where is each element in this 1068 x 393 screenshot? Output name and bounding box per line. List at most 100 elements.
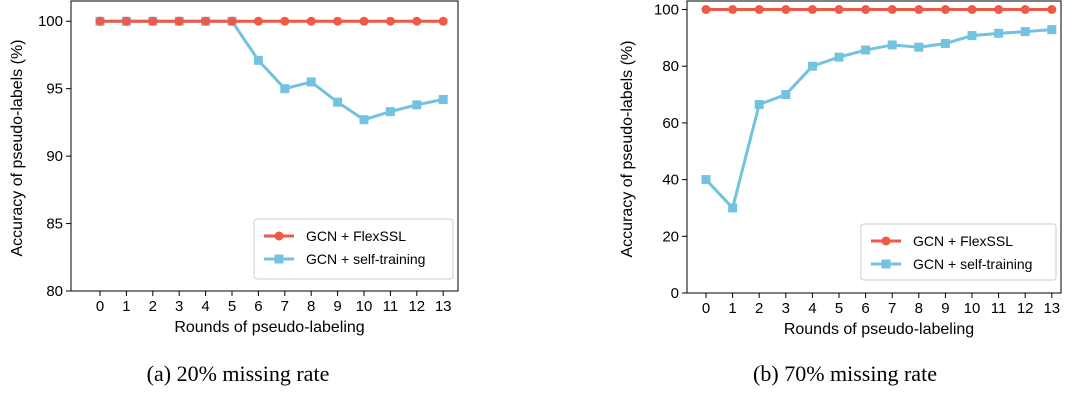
point-self_training [781,90,791,100]
point-self_training [1047,25,1057,35]
point-flexssl [121,16,131,26]
point-flexssl [914,5,924,15]
point-flexssl [385,16,395,26]
point-self_training [861,45,871,55]
series-line-self_training [704,28,1052,210]
y-tick-label: 60 [662,115,679,132]
y-tick-label: 0 [671,285,679,302]
point-flexssl [861,5,871,15]
x-tick-label: 6 [254,298,262,315]
chart-caption: (a) 20% missing rate [147,361,330,386]
y-tick-label: 80 [662,58,679,75]
x-tick-label: 10 [964,300,981,317]
legend-label-flexssl: GCN + FlexSSL [913,233,1013,249]
point-self_training [967,31,977,41]
y-tick-label: 95 [46,81,63,98]
legend-marker-flexssl [881,236,891,246]
point-flexssl [967,5,977,15]
legend-marker-self_training [881,259,891,269]
x-tick-label: 8 [307,298,315,315]
point-flexssl [359,16,369,26]
point-flexssl [701,5,711,15]
x-tick-label: 11 [383,298,399,315]
point-flexssl [227,16,237,26]
point-self_training [701,175,711,185]
point-flexssl [887,5,897,15]
x-tick-label: 4 [201,298,209,315]
x-tick-label: 7 [281,298,289,315]
x-tick-label: 13 [435,298,452,315]
point-self_training [887,40,897,50]
y-axis-label: Accuracy of pseudo-labels (%) [9,40,26,257]
point-flexssl [253,16,263,26]
point-self_training [754,99,764,109]
point-flexssl [728,5,738,15]
point-flexssl [834,5,844,15]
point-self_training [940,39,950,49]
point-flexssl [201,16,211,26]
x-tick-label: 4 [808,300,816,317]
point-flexssl [781,5,791,15]
point-self_training [333,97,343,107]
point-flexssl [306,16,316,26]
x-tick-label: 5 [228,298,236,315]
point-self_training [306,77,316,87]
legend: GCN + FlexSSL GCN + self-training [253,218,454,280]
point-flexssl [333,16,343,26]
point-self_training [914,42,924,52]
point-flexssl [148,16,158,26]
y-axis-label: Accuracy of pseudo-labels (%) [619,41,636,258]
point-self_training [253,55,263,65]
point-flexssl [754,5,764,15]
point-self_training [438,94,448,104]
point-flexssl [280,16,290,26]
legend-box [253,218,454,280]
x-tick-label: 2 [149,298,157,315]
point-flexssl [994,5,1004,15]
y-tick-label: 90 [46,148,63,165]
y-tick-label: 100 [654,2,679,19]
x-tick-label: 13 [1043,300,1060,317]
y-tick-label: 20 [662,228,679,245]
point-self_training [807,61,817,71]
legend-label-flexssl: GCN + FlexSSL [306,228,406,244]
legend-marker-self_training [274,254,284,264]
x-tick-label: 7 [888,300,896,317]
x-tick-label: 11 [991,300,1007,317]
point-self_training [1020,27,1030,37]
point-flexssl [412,16,422,26]
legend-box [860,223,1057,281]
legend: GCN + FlexSSL GCN + self-training [860,223,1057,281]
series-line-self_training [100,19,444,122]
plot-frame [686,0,1062,294]
legend-label-self_training: GCN + self-training [306,251,425,267]
legend-label-self_training: GCN + self-training [913,256,1032,272]
point-flexssl [1047,5,1057,15]
point-flexssl [95,16,105,26]
x-tick-label: 1 [728,300,736,317]
legend-marker-flexssl [274,231,284,241]
point-self_training [385,107,395,117]
point-flexssl [438,16,448,26]
point-flexssl [174,16,184,26]
x-tick-label: 0 [96,298,104,315]
y-tick-label: 80 [46,283,63,300]
point-self_training [728,203,738,213]
x-tick-label: 3 [175,298,183,315]
x-tick-label: 12 [408,298,425,315]
x-tick-label: 9 [333,298,341,315]
plot-frame [70,0,459,292]
point-flexssl [1020,5,1030,15]
x-tick-label: 8 [915,300,923,317]
chart-caption: (b) 70% missing rate [753,361,937,386]
point-self_training [834,52,844,62]
x-tick-label: 9 [941,300,949,317]
x-axis-label: Rounds of pseudo-labeling [784,321,974,338]
x-axis-label: Rounds of pseudo-labeling [174,319,364,336]
x-tick-label: 2 [755,300,763,317]
y-tick-label: 100 [38,13,63,30]
point-flexssl [807,5,817,15]
